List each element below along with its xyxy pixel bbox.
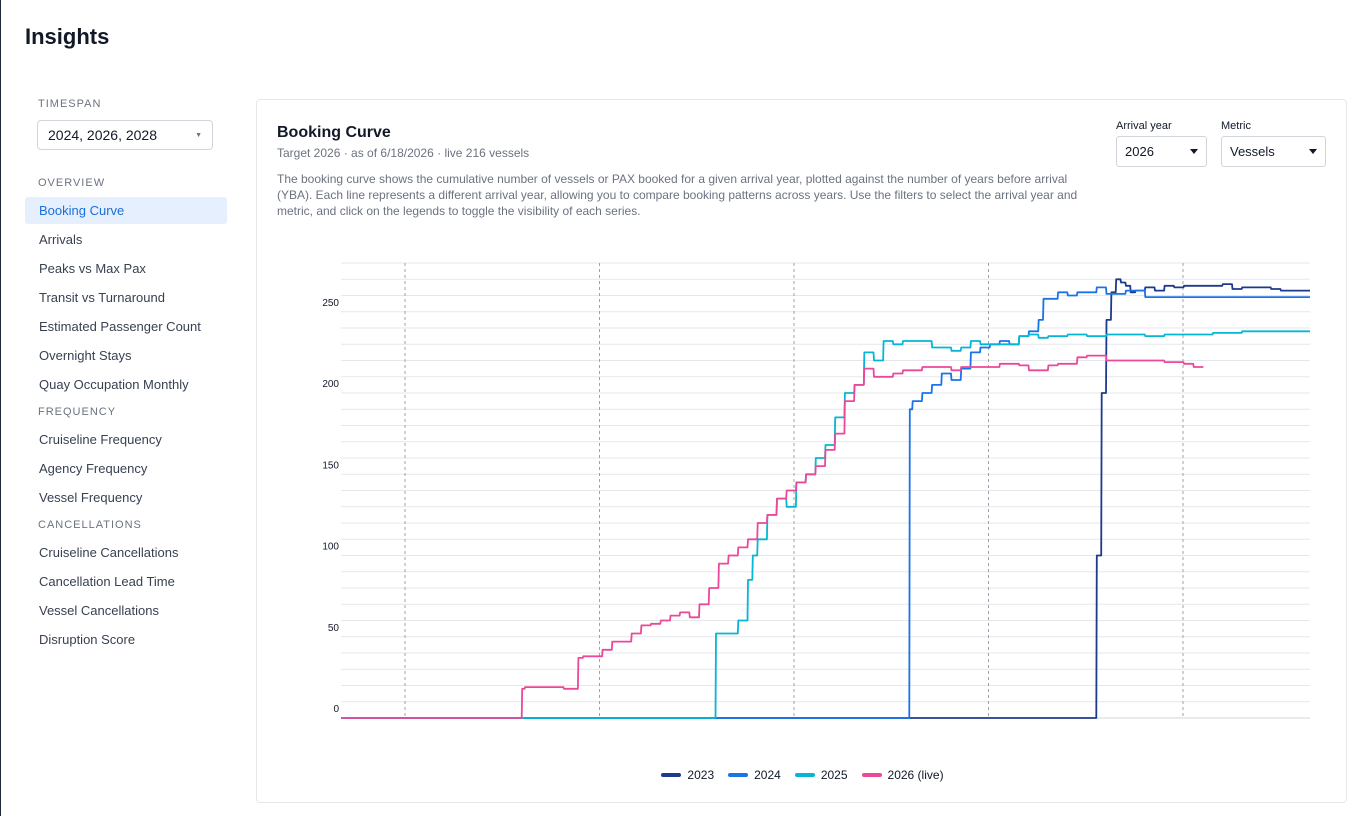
metric-value: Vessels <box>1230 144 1275 159</box>
timespan-select[interactable]: 2024, 2026, 2028 ▼ <box>37 120 213 150</box>
series-line-2023 <box>341 278 1311 719</box>
y-tick-label: 50 <box>328 623 340 634</box>
page-title: Insights <box>25 24 110 49</box>
sidebar: TIMESPAN 2024, 2026, 2028 ▼ OVERVIEW Boo… <box>25 98 227 655</box>
series-line-2024 <box>341 286 1311 719</box>
series-line-2026-live <box>341 354 1204 719</box>
sidebar-item-estimated-passenger-count[interactable]: Estimated Passenger Count <box>39 319 201 334</box>
legend-label: 2026 (live) <box>887 768 944 782</box>
chevron-down-icon <box>1190 149 1198 154</box>
legend-label: 2023 <box>687 768 715 782</box>
y-tick-label: 150 <box>322 460 339 471</box>
sidebar-item-cruiseline-frequency[interactable]: Cruiseline Frequency <box>39 432 162 447</box>
sidebar-item-transit-vs-turnaround[interactable]: Transit vs Turnaround <box>39 290 165 305</box>
sidebar-item-vessel-frequency[interactable]: Vessel Frequency <box>39 490 143 505</box>
chart-legend: 2023 2024 2025 2026 (live) <box>257 768 1348 782</box>
booking-curve-chart: 0 50 100 150 200 250 <box>322 262 1311 719</box>
sidebar-item-cruiseline-cancellations[interactable]: Cruiseline Cancellations <box>39 545 179 560</box>
card-title: Booking Curve <box>277 124 391 141</box>
legend-label: 2025 <box>820 768 848 782</box>
sidebar-item-arrivals[interactable]: Arrivals <box>39 232 83 247</box>
y-tick-label: 250 <box>322 298 339 309</box>
chevron-down-icon <box>1309 149 1317 154</box>
sidebar-item-disruption-score[interactable]: Disruption Score <box>39 632 136 647</box>
legend-item[interactable]: 2023 <box>661 768 714 782</box>
sidebar-item-agency-frequency[interactable]: Agency Frequency <box>39 461 148 476</box>
booking-curve-card: Booking Curve Target 2026 · as of 6/18/2… <box>256 99 1347 803</box>
legend-swatch <box>794 773 815 777</box>
legend-swatch <box>861 773 882 777</box>
legend-label: 2024 <box>754 768 781 782</box>
y-tick-label: 100 <box>322 542 339 553</box>
chevron-down-icon: ▼ <box>195 131 202 139</box>
sidebar-item-booking-curve[interactable]: Booking Curve <box>25 197 227 224</box>
metric-filter: Metric Vessels <box>1221 120 1326 167</box>
arrival-year-value: 2026 <box>1125 144 1154 159</box>
nav-group-label-overview: OVERVIEW <box>38 177 106 189</box>
legend-item[interactable]: 2025 <box>794 768 848 782</box>
sidebar-item-quay-occupation-monthly[interactable]: Quay Occupation Monthly <box>39 377 189 392</box>
sidebar-item-cancellation-lead-time[interactable]: Cancellation Lead Time <box>39 574 175 589</box>
nav-group-label-frequency: FREQUENCY <box>38 406 117 418</box>
arrival-year-label: Arrival year <box>1116 120 1172 132</box>
sidebar-item-peaks-vs-max-pax[interactable]: Peaks vs Max Pax <box>39 261 146 276</box>
nav-group-label-cancellations: CANCELLATIONS <box>38 519 142 531</box>
series-line-2025 <box>341 330 1311 719</box>
y-tick-label: 0 <box>333 704 339 715</box>
legend-swatch <box>661 773 682 777</box>
metric-label: Metric <box>1221 120 1251 132</box>
timespan-value: 2024, 2026, 2028 <box>48 127 157 143</box>
legend-swatch <box>728 773 749 777</box>
arrival-year-filter: Arrival year 2026 <box>1116 120 1207 167</box>
legend-item[interactable]: 2026 (live) <box>861 768 944 782</box>
card-subtitle: Target 2026 · as of 6/18/2026 · live 216… <box>277 146 530 160</box>
legend-item[interactable]: 2024 <box>728 768 781 782</box>
sidebar-item-overnight-stays[interactable]: Overnight Stays <box>39 348 132 363</box>
card-description: The booking curve shows the cumulative n… <box>277 172 1078 218</box>
arrival-year-select[interactable]: 2026 <box>1116 136 1207 167</box>
y-tick-label: 200 <box>322 379 339 390</box>
sidebar-item-vessel-cancellations[interactable]: Vessel Cancellations <box>39 603 159 618</box>
metric-select[interactable]: Vessels <box>1221 136 1326 167</box>
timespan-label: TIMESPAN <box>38 98 102 110</box>
